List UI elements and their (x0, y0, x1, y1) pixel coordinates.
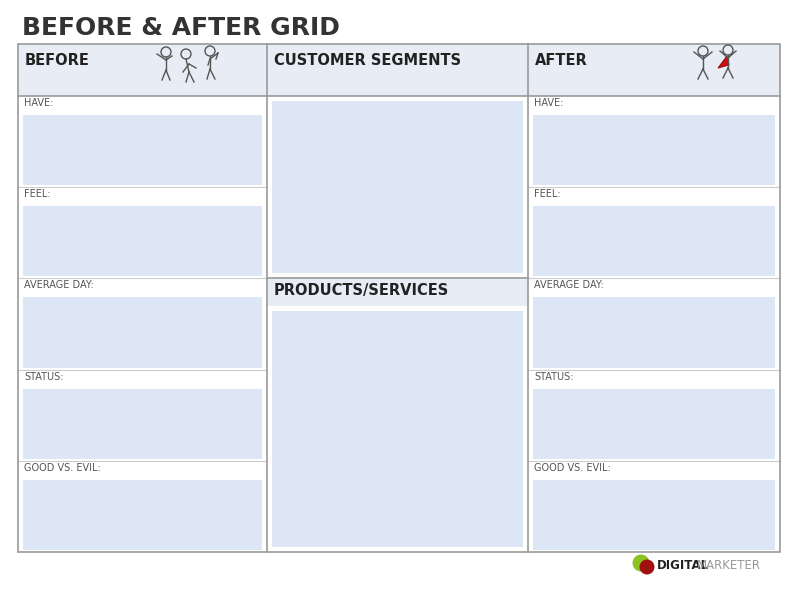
Bar (272, 101, 523, 273)
Bar (23, 389, 262, 459)
Polygon shape (718, 56, 729, 68)
Text: STATUS:: STATUS: (24, 371, 63, 381)
Text: DIGITAL: DIGITAL (657, 559, 709, 572)
Text: AFTER: AFTER (535, 53, 588, 68)
Text: FEEL:: FEEL: (534, 189, 561, 199)
Text: BEFORE: BEFORE (25, 53, 90, 68)
Bar (23, 480, 262, 550)
Circle shape (633, 555, 650, 571)
Text: HAVE:: HAVE: (534, 98, 563, 108)
Bar (533, 480, 775, 550)
Text: MARKETER: MARKETER (697, 559, 761, 572)
Text: GOOD VS. EVIL:: GOOD VS. EVIL: (534, 463, 610, 473)
Bar (533, 389, 775, 459)
Text: AVERAGE DAY:: AVERAGE DAY: (534, 281, 604, 290)
Circle shape (639, 559, 654, 574)
Bar (528, 44, 780, 96)
Bar (533, 115, 775, 185)
Bar (23, 297, 262, 368)
Text: BEFORE & AFTER GRID: BEFORE & AFTER GRID (22, 16, 340, 40)
Bar (267, 44, 528, 96)
Text: AVERAGE DAY:: AVERAGE DAY: (24, 281, 94, 290)
Bar (23, 115, 262, 185)
Bar (18, 44, 267, 96)
Bar (18, 44, 780, 552)
Text: CUSTOMER SEGMENTS: CUSTOMER SEGMENTS (274, 53, 461, 68)
Text: FEEL:: FEEL: (24, 189, 50, 199)
Text: PRODUCTS/SERVICES: PRODUCTS/SERVICES (274, 284, 450, 298)
Text: STATUS:: STATUS: (534, 371, 574, 381)
Bar (267, 278, 528, 306)
Text: HAVE:: HAVE: (24, 98, 54, 108)
Bar (23, 206, 262, 276)
Bar (272, 312, 523, 547)
Text: GOOD VS. EVIL:: GOOD VS. EVIL: (24, 463, 101, 473)
Bar (533, 206, 775, 276)
Bar (533, 297, 775, 368)
